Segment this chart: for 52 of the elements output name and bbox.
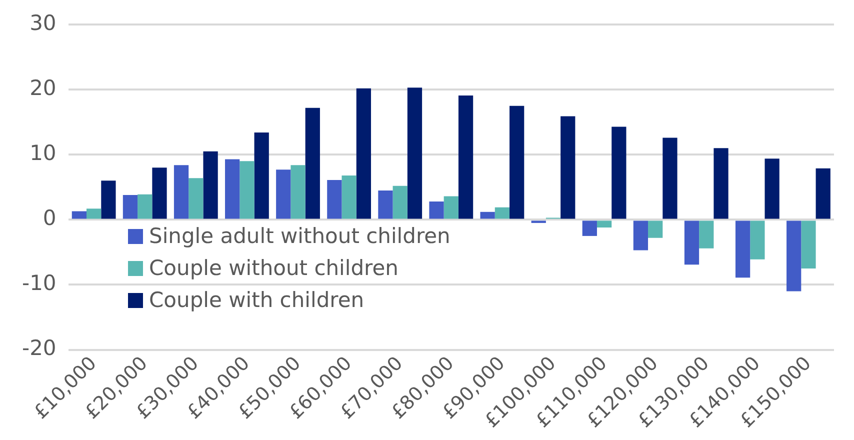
bar [633,220,648,250]
bar [152,168,167,219]
y-tick-label: 0 [42,206,56,230]
bar [494,207,510,219]
bar [764,158,780,219]
y-tick-label: -20 [22,336,56,360]
legend-label: Couple with children [149,287,364,314]
bar [480,212,495,219]
bar [276,170,291,219]
bar [684,220,700,265]
bar [356,88,372,219]
bar [407,88,422,219]
bar [699,220,714,248]
bar [254,132,269,219]
bar [188,178,204,219]
bar [735,220,750,278]
y-tick-label: -10 [22,271,56,296]
bar [510,106,524,219]
legend-label: Couple without children [149,255,398,282]
bar [560,116,576,219]
bar [101,180,116,219]
bar [582,220,597,236]
y-tick-label: 20 [30,76,56,100]
legend-label: Single adult without children [149,223,450,250]
bar [444,196,458,219]
bar [72,211,87,219]
y-tick-label: 30 [30,11,56,36]
bar [290,165,306,219]
bar [648,220,663,238]
bar [392,186,408,219]
bar [327,180,342,219]
bar [786,220,802,292]
bar [378,190,393,219]
bar [138,194,152,219]
bar [86,208,102,219]
bar [816,168,830,219]
bar [122,194,138,219]
bar [174,165,189,219]
bar [429,201,444,219]
bar [714,148,728,219]
bar [240,161,254,219]
bar [612,126,626,219]
bar [596,220,612,228]
bar [458,95,474,219]
bar [305,108,320,219]
bar [750,220,765,260]
bar [662,138,678,219]
bar [801,220,816,268]
bar [342,175,356,219]
bar [225,159,240,219]
bar [203,151,218,219]
y-tick-label: 10 [30,141,56,166]
